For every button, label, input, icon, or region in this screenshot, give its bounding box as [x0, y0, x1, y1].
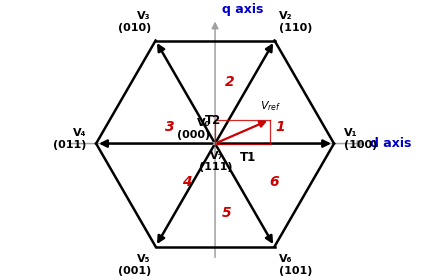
- Text: V₃
(010): V₃ (010): [118, 11, 151, 33]
- Text: 1: 1: [276, 120, 285, 134]
- Text: V₅
(001): V₅ (001): [118, 254, 151, 276]
- Text: 6: 6: [270, 175, 279, 189]
- Text: V₆
(101): V₆ (101): [279, 254, 312, 276]
- Text: 5: 5: [222, 206, 232, 220]
- Text: V₄
(011): V₄ (011): [53, 128, 87, 150]
- Text: 4: 4: [182, 175, 191, 189]
- Text: d axis: d axis: [370, 137, 411, 150]
- Text: V₂
(110): V₂ (110): [279, 11, 312, 33]
- Text: V₇
(111): V₇ (111): [199, 151, 233, 172]
- Text: 3: 3: [165, 120, 175, 134]
- Text: q axis: q axis: [222, 3, 263, 16]
- Text: 2: 2: [225, 75, 234, 89]
- Text: T2: T2: [205, 115, 221, 127]
- Text: V₁
(100): V₁ (100): [343, 128, 377, 150]
- Text: $V_{ref}$: $V_{ref}$: [260, 99, 282, 113]
- Text: V₀
(000): V₀ (000): [177, 118, 210, 140]
- Text: T1: T1: [240, 151, 256, 164]
